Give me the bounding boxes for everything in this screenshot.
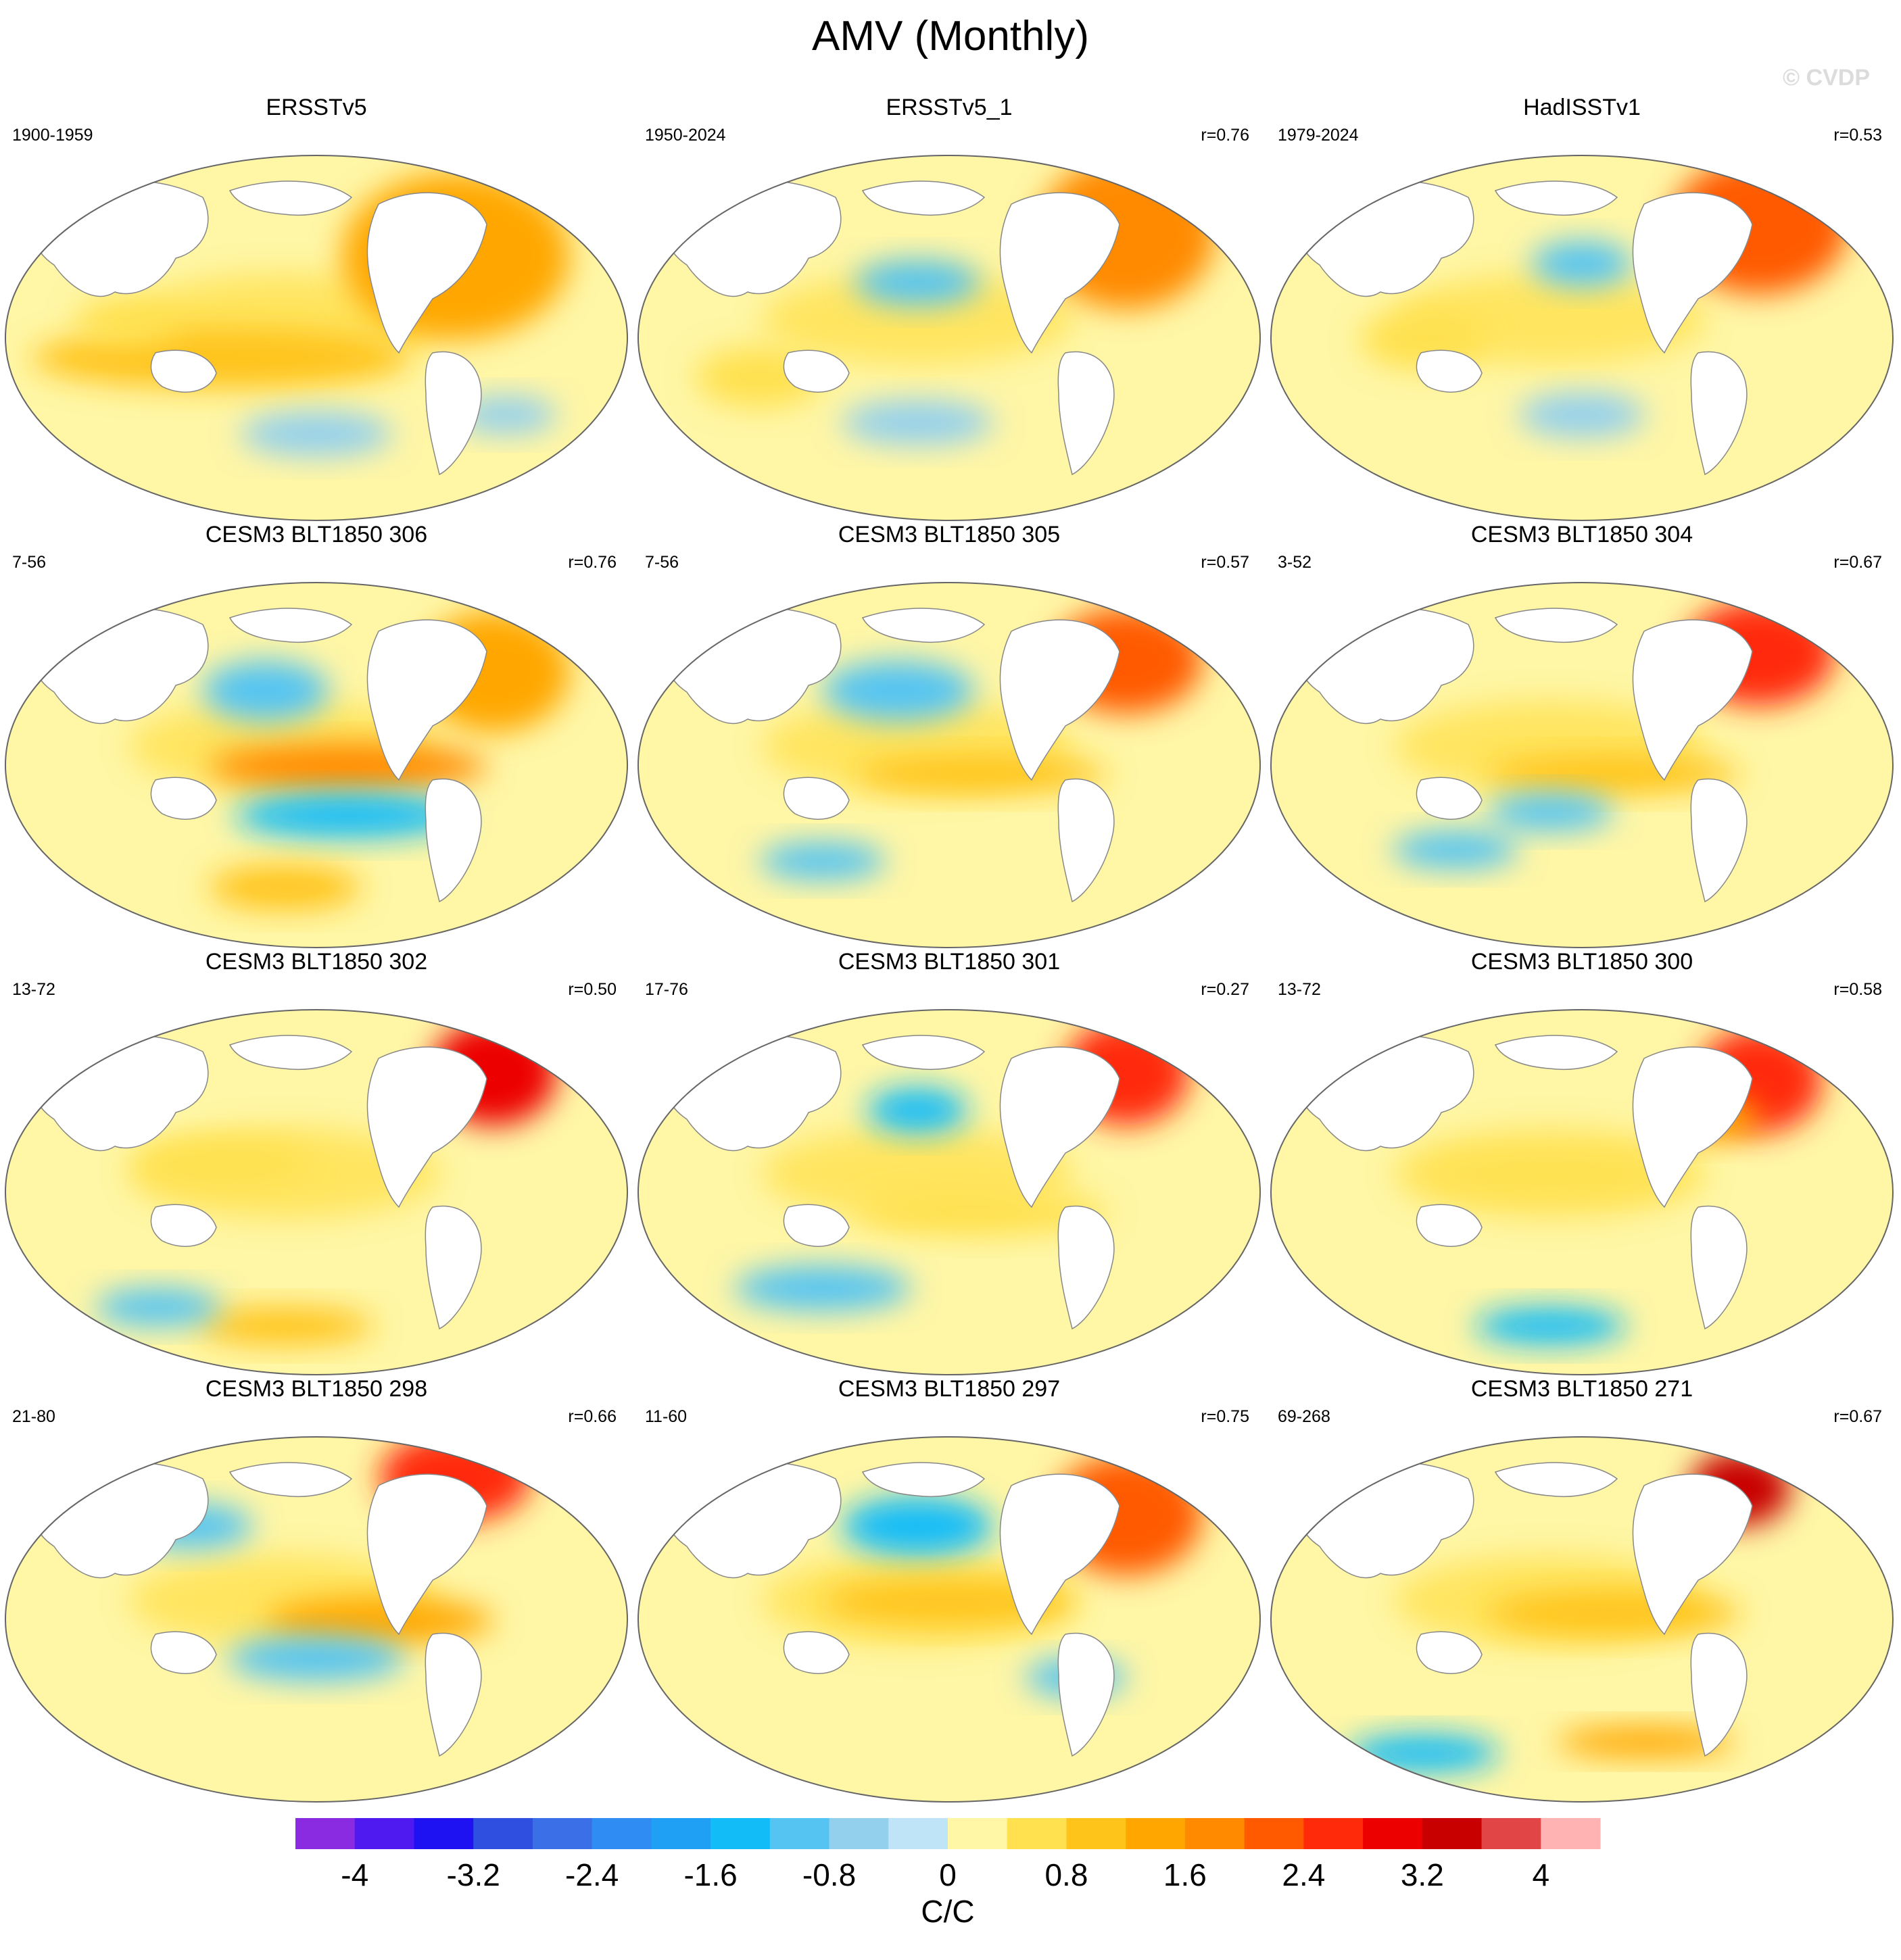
colorbar-bin <box>1007 1818 1067 1849</box>
colorbar-bin <box>1422 1818 1483 1849</box>
world-map <box>1270 155 1894 521</box>
colorbar-bin <box>1066 1818 1126 1849</box>
map-panel: CESM3 BLT1850 306 7-56 r=0.76 <box>0 522 633 954</box>
colorbar-bin <box>532 1818 593 1849</box>
panel-correlation: r=0.57 <box>1201 553 1249 572</box>
world-map <box>1270 1009 1894 1375</box>
panel-period: 7-56 <box>645 553 679 572</box>
panel-title: CESM3 BLT1850 301 <box>838 949 1061 975</box>
colorbar-bin <box>1481 1818 1541 1849</box>
world-map <box>637 155 1261 521</box>
colorbar-bin <box>1126 1818 1186 1849</box>
panel-period: 13-72 <box>1278 980 1321 999</box>
panel-period: 69-268 <box>1278 1407 1330 1426</box>
panel-title: CESM3 BLT1850 300 <box>1470 949 1693 975</box>
colorbar-tick-label: -1.6 <box>683 1857 737 1892</box>
panel-correlation: r=0.66 <box>568 1407 617 1426</box>
panel-correlation: r=0.75 <box>1201 1407 1249 1426</box>
colorbar-tick-label: -2.4 <box>565 1857 619 1892</box>
colorbar-bin <box>1363 1818 1423 1849</box>
world-map <box>5 1436 628 1803</box>
panel-period: 7-56 <box>12 553 47 572</box>
colorbar-tick-label: 0.8 <box>1044 1857 1088 1892</box>
panel-correlation: r=0.58 <box>1833 980 1882 999</box>
world-map <box>5 1009 628 1375</box>
panel-period: 11-60 <box>645 1407 688 1426</box>
map-panel: CESM3 BLT1850 304 3-52 r=0.67 <box>1266 522 1898 954</box>
colorbar-tick-label: -0.8 <box>802 1857 856 1892</box>
panel-title: CESM3 BLT1850 298 <box>205 1376 428 1402</box>
panel-correlation: r=0.76 <box>568 553 617 572</box>
map-panel: CESM3 BLT1850 271 69-268 r=0.67 <box>1266 1376 1898 1809</box>
colorbar-bin <box>1184 1818 1245 1849</box>
panel-period: 21-80 <box>12 1407 55 1426</box>
panel-period: 17-76 <box>645 980 688 999</box>
colorbar-bin <box>354 1818 414 1849</box>
colorbar-tick-label: 1.6 <box>1163 1857 1207 1892</box>
colorbar-units: C/C <box>921 1894 974 1929</box>
colorbar-tick-label: 4 <box>1532 1857 1549 1892</box>
map-panel: CESM3 BLT1850 301 17-76 r=0.27 <box>633 949 1266 1381</box>
panel-title: CESM3 BLT1850 304 <box>1470 522 1693 547</box>
map-panel: CESM3 BLT1850 302 13-72 r=0.50 <box>0 949 633 1381</box>
colorbar-bin <box>711 1818 771 1849</box>
cvdp-credit: © CVDP <box>1783 65 1870 91</box>
panel-period: 13-72 <box>12 980 55 999</box>
map-panel: CESM3 BLT1850 297 11-60 r=0.75 <box>633 1376 1266 1809</box>
colorbar-bin <box>769 1818 830 1849</box>
panel-title: CESM3 BLT1850 306 <box>205 522 428 547</box>
panel-correlation: r=0.67 <box>1833 553 1882 572</box>
panel-period: 1950-2024 <box>645 126 726 145</box>
map-panel: CESM3 BLT1850 305 7-56 r=0.57 <box>633 522 1266 954</box>
panel-correlation: r=0.50 <box>568 980 617 999</box>
panel-correlation: r=0.53 <box>1833 126 1882 145</box>
colorbar-bin <box>651 1818 711 1849</box>
colorbar-tick-label: 0 <box>939 1857 957 1892</box>
colorbar-bin <box>888 1818 948 1849</box>
colorbar-bin <box>592 1818 652 1849</box>
colorbar-bin <box>1244 1818 1304 1849</box>
panel-title: HadISSTv1 <box>1523 95 1641 120</box>
colorbar-tick-label: -3.2 <box>447 1857 500 1892</box>
panel-period: 3-52 <box>1278 553 1312 572</box>
colorbar-bin <box>414 1818 474 1849</box>
panel-title: ERSSTv5 <box>266 95 367 120</box>
colorbar-bin <box>1303 1818 1364 1849</box>
colorbar-bin <box>948 1818 1008 1849</box>
colorbar-tick-label: 2.4 <box>1282 1857 1325 1892</box>
world-map <box>637 582 1261 948</box>
map-panel: ERSSTv5_1 1950-2024 r=0.76 <box>633 95 1266 527</box>
panel-title: CESM3 BLT1850 271 <box>1470 1376 1693 1402</box>
panel-title: ERSSTv5_1 <box>886 95 1013 120</box>
panel-period: 1900-1959 <box>12 126 93 145</box>
world-map <box>1270 582 1894 948</box>
colorbar-tick-label: 3.2 <box>1401 1857 1444 1892</box>
colorbar-bin <box>1541 1818 1601 1849</box>
panel-period: 1979-2024 <box>1278 126 1359 145</box>
panel-correlation: r=0.76 <box>1201 126 1249 145</box>
world-map <box>5 155 628 521</box>
colorbar-tick-label: -4 <box>341 1857 368 1892</box>
map-panel: ERSSTv5 1900-1959 <box>0 95 633 527</box>
world-map <box>637 1009 1261 1375</box>
map-panel: CESM3 BLT1850 300 13-72 r=0.58 <box>1266 949 1898 1381</box>
panel-correlation: r=0.67 <box>1833 1407 1882 1426</box>
figure-title: AMV (Monthly) <box>812 13 1089 59</box>
panel-title: CESM3 BLT1850 305 <box>838 522 1061 547</box>
panel-title: CESM3 BLT1850 302 <box>205 949 428 975</box>
map-panel: HadISSTv1 1979-2024 r=0.53 <box>1266 95 1898 527</box>
panel-title: CESM3 BLT1850 297 <box>838 1376 1061 1402</box>
colorbar-bin <box>295 1818 356 1849</box>
colorbar-bin <box>473 1818 533 1849</box>
world-map <box>1270 1436 1894 1803</box>
colorbar-bin <box>829 1818 889 1849</box>
map-panel: CESM3 BLT1850 298 21-80 r=0.66 <box>0 1376 633 1809</box>
world-map <box>637 1436 1261 1803</box>
world-map <box>5 582 628 948</box>
panel-correlation: r=0.27 <box>1201 980 1249 999</box>
